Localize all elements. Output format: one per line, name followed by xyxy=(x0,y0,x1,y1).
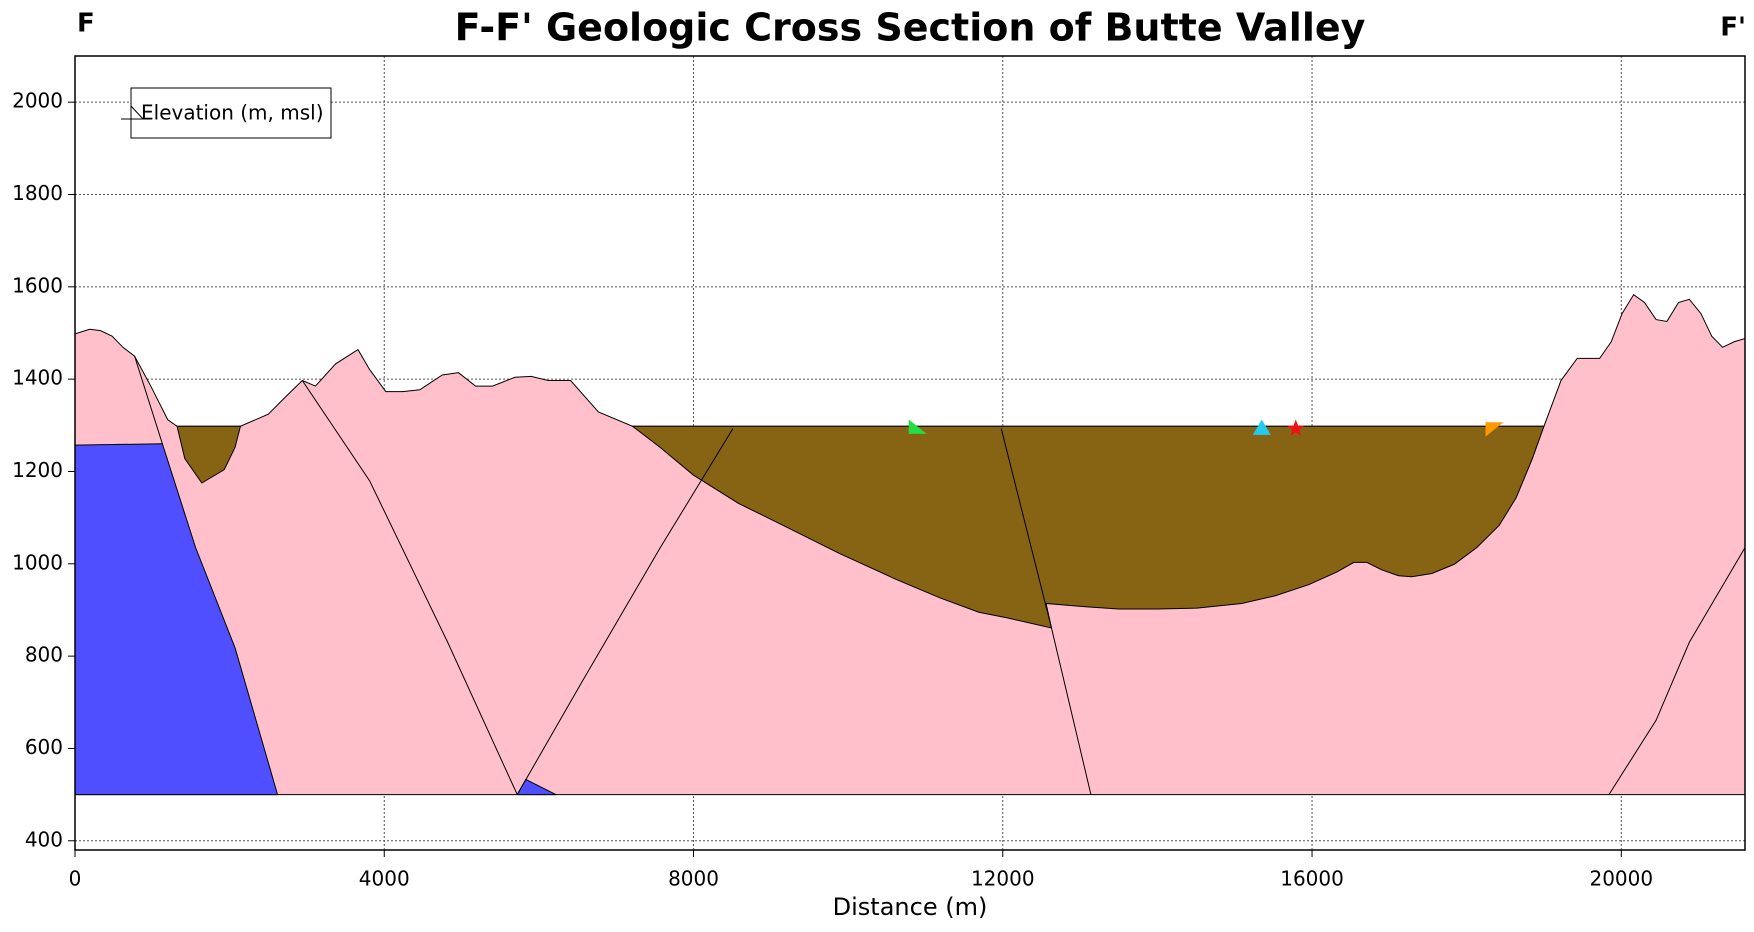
right-label: F' xyxy=(1720,13,1746,43)
y-tick-label: 1200 xyxy=(12,458,63,482)
chart-title: F-F' Geologic Cross Section of Butte Val… xyxy=(455,6,1366,50)
y-tick-label: 1400 xyxy=(12,366,63,390)
y-tick-label: 600 xyxy=(25,735,63,759)
x-tick-label: 12000 xyxy=(971,867,1035,891)
x-tick-label: 20000 xyxy=(1589,867,1653,891)
x-tick-label: 0 xyxy=(69,867,82,891)
y-tick-label: 800 xyxy=(25,643,63,667)
y-tick-label: 1000 xyxy=(12,550,63,574)
y-tick-label: 1800 xyxy=(12,181,63,205)
y-tick-label: 2000 xyxy=(12,89,63,113)
legend-label: Elevation (m, msl) xyxy=(141,101,324,125)
x-axis-label: Distance (m) xyxy=(833,893,988,921)
chart: F-F' Geologic Cross Section of Butte Val… xyxy=(0,0,1754,932)
x-tick-label: 8000 xyxy=(668,867,719,891)
y-tick-label: 1600 xyxy=(12,273,63,297)
left-label: F xyxy=(77,9,95,39)
x-tick-label: 16000 xyxy=(1280,867,1344,891)
x-tick-label: 4000 xyxy=(359,867,410,891)
y-tick-label: 400 xyxy=(25,827,63,851)
